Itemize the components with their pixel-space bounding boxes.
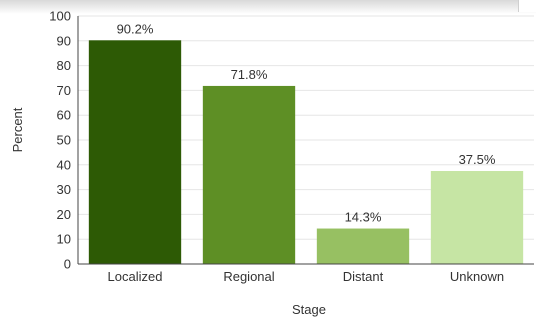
y-tick-label: 20 bbox=[57, 207, 71, 222]
y-tick-label: 70 bbox=[57, 83, 71, 98]
y-tick-label: 100 bbox=[49, 9, 71, 24]
bars bbox=[88, 40, 524, 264]
x-tick-label: Regional bbox=[223, 269, 274, 284]
window-corner bbox=[518, 0, 536, 12]
y-tick-label: 0 bbox=[64, 257, 71, 272]
y-axis-title: Percent bbox=[10, 107, 25, 152]
data-label: 71.8% bbox=[231, 67, 268, 82]
data-label: 37.5% bbox=[459, 152, 496, 167]
x-axis-title: Stage bbox=[292, 302, 326, 317]
x-tick-label: Distant bbox=[343, 269, 384, 284]
y-tick-label: 30 bbox=[57, 182, 71, 197]
x-tick-label: Localized bbox=[108, 269, 163, 284]
bar-localized bbox=[88, 40, 182, 264]
bar-regional bbox=[202, 85, 296, 264]
data-labels: 90.2% 71.8% 14.3% 37.5% bbox=[117, 21, 496, 224]
y-tick-label: 60 bbox=[57, 108, 71, 123]
y-tick-label: 50 bbox=[57, 133, 71, 148]
bar-unknown bbox=[430, 171, 524, 264]
y-tick-label: 80 bbox=[57, 58, 71, 73]
y-axis-ticks: 0 10 20 30 40 50 60 70 80 90 100 bbox=[49, 9, 71, 272]
y-tick-label: 10 bbox=[57, 232, 71, 247]
data-label: 90.2% bbox=[117, 21, 154, 36]
y-tick-label: 40 bbox=[57, 157, 71, 172]
data-label: 14.3% bbox=[345, 210, 382, 225]
y-tick-label: 90 bbox=[57, 33, 71, 48]
x-axis-ticks: Localized Regional Distant Unknown bbox=[108, 269, 505, 284]
bar-distant bbox=[316, 228, 410, 264]
top-shadow bbox=[0, 0, 536, 14]
x-tick-label: Unknown bbox=[450, 269, 504, 284]
